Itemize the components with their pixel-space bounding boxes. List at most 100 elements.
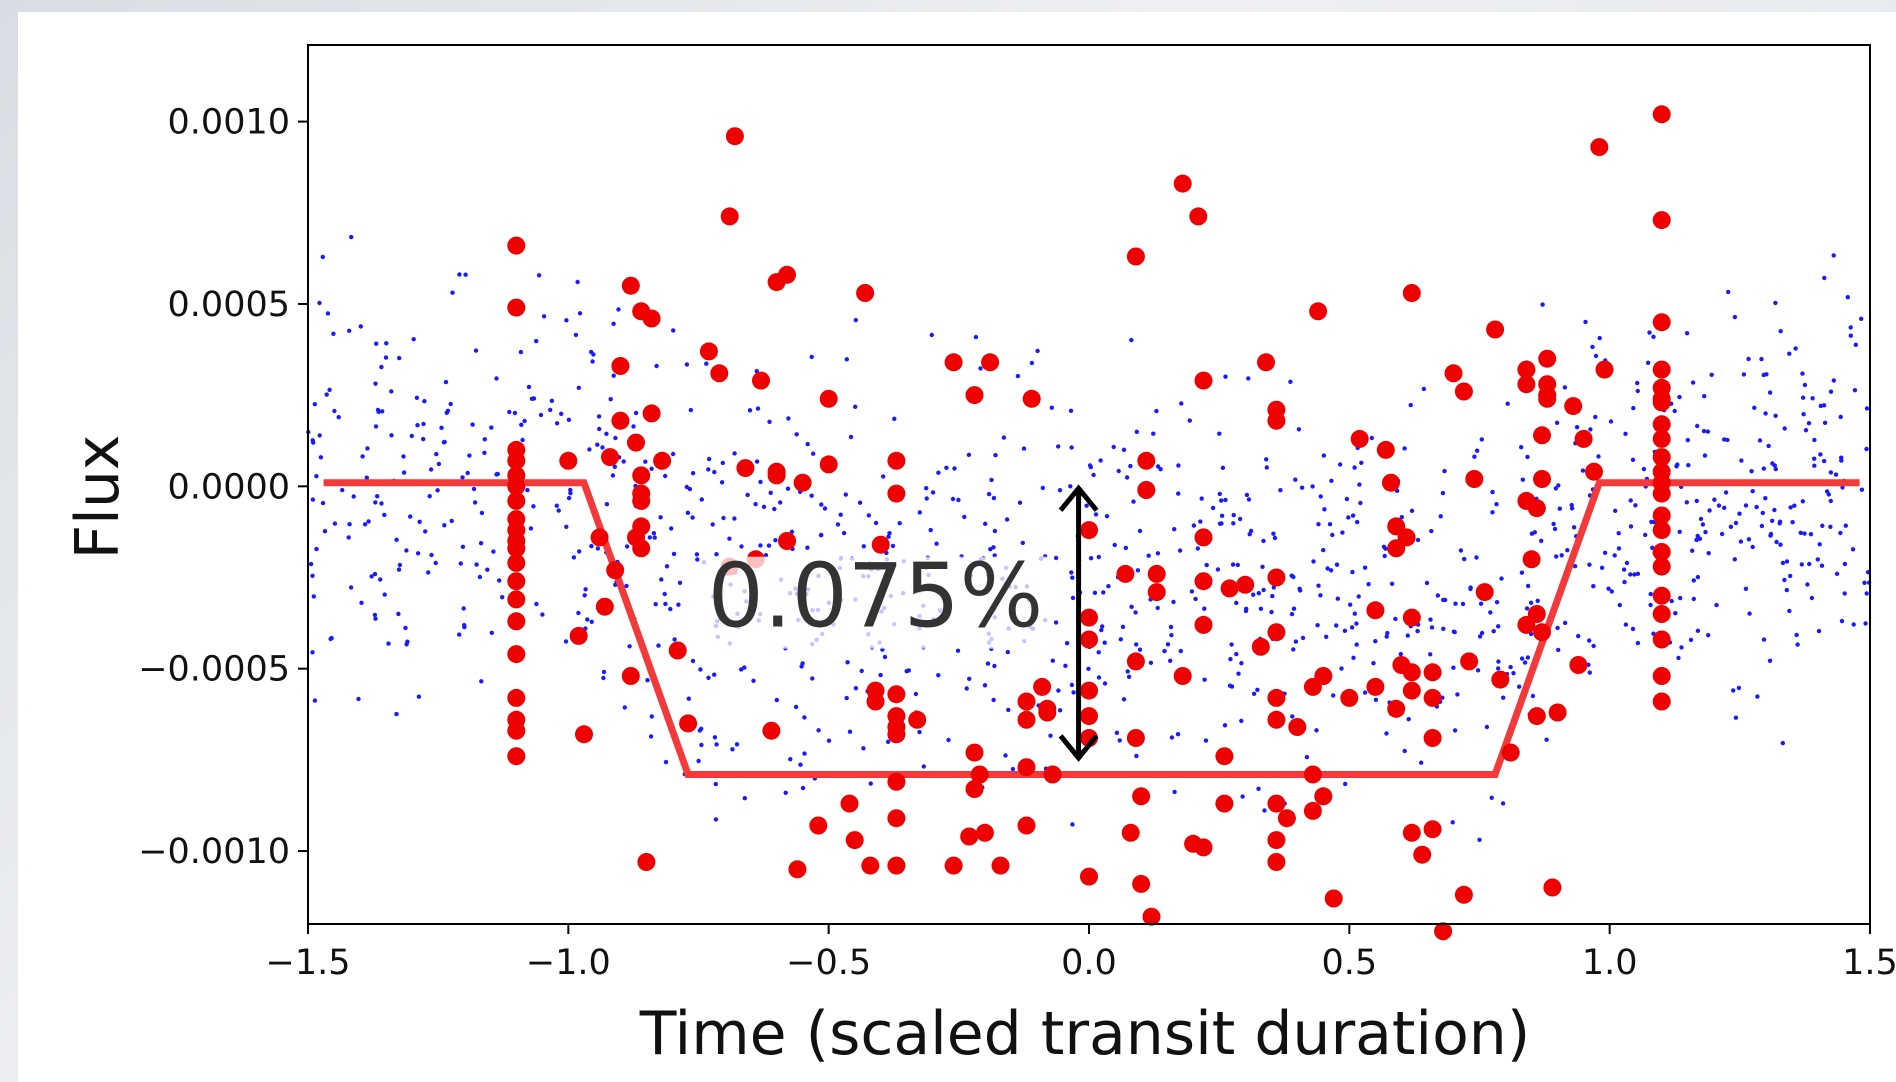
background-point bbox=[988, 547, 993, 552]
background-point bbox=[710, 522, 715, 527]
background-point bbox=[422, 399, 427, 404]
background-point bbox=[379, 501, 384, 506]
background-point bbox=[1101, 590, 1106, 595]
background-point bbox=[1133, 610, 1138, 615]
background-point bbox=[531, 504, 536, 509]
background-point bbox=[853, 317, 858, 323]
background-point bbox=[1050, 658, 1056, 663]
background-point bbox=[600, 445, 605, 450]
background-point bbox=[1746, 356, 1751, 362]
binned-point bbox=[965, 743, 984, 762]
background-point bbox=[929, 332, 934, 338]
background-point bbox=[753, 502, 758, 507]
background-point bbox=[730, 747, 735, 752]
binned-point bbox=[1147, 564, 1166, 583]
background-point bbox=[491, 549, 496, 554]
background-point bbox=[786, 416, 791, 421]
background-point bbox=[1169, 735, 1175, 740]
background-point bbox=[1203, 738, 1209, 743]
background-point bbox=[1240, 794, 1245, 799]
background-point bbox=[531, 396, 537, 401]
background-point bbox=[1071, 690, 1076, 695]
background-point bbox=[1621, 567, 1627, 572]
background-point bbox=[1702, 453, 1708, 458]
background-point bbox=[1373, 639, 1378, 644]
background-point bbox=[575, 279, 580, 285]
background-point bbox=[1049, 405, 1055, 410]
background-point bbox=[435, 488, 440, 493]
binned-point bbox=[793, 473, 812, 492]
background-point bbox=[1843, 523, 1849, 528]
background-point bbox=[461, 606, 466, 611]
background-point bbox=[662, 591, 667, 597]
background-point bbox=[978, 366, 983, 371]
background-point bbox=[1229, 642, 1234, 647]
background-point bbox=[1556, 647, 1561, 653]
background-point bbox=[1070, 575, 1075, 580]
background-point bbox=[773, 538, 778, 543]
background-point bbox=[322, 529, 328, 534]
background-point bbox=[732, 516, 737, 521]
binned-point bbox=[627, 433, 645, 452]
x-tick-label: 1.0 bbox=[1582, 943, 1638, 983]
background-point bbox=[1848, 333, 1854, 338]
background-point bbox=[329, 635, 334, 641]
background-point bbox=[1574, 425, 1580, 430]
background-point bbox=[327, 387, 332, 392]
background-point bbox=[1134, 753, 1139, 759]
background-point bbox=[712, 735, 718, 740]
background-point bbox=[595, 442, 600, 447]
background-point bbox=[318, 455, 324, 460]
background-point bbox=[1490, 510, 1495, 515]
background-point bbox=[1035, 348, 1040, 354]
background-point bbox=[507, 409, 512, 415]
binned-point bbox=[1080, 867, 1098, 886]
background-point bbox=[1440, 490, 1446, 496]
background-point bbox=[534, 601, 539, 607]
background-point bbox=[1112, 542, 1117, 548]
background-point bbox=[1359, 460, 1364, 465]
background-point bbox=[1773, 413, 1778, 418]
binned-point bbox=[1652, 105, 1671, 124]
background-point bbox=[497, 578, 502, 583]
binned-point bbox=[1194, 371, 1213, 390]
background-point bbox=[373, 500, 378, 505]
background-point bbox=[950, 496, 956, 502]
background-point bbox=[1040, 485, 1045, 491]
background-point bbox=[1087, 463, 1093, 468]
background-point bbox=[800, 785, 806, 791]
background-point bbox=[1788, 505, 1793, 510]
background-point bbox=[404, 548, 409, 553]
background-point bbox=[1628, 498, 1633, 503]
background-point bbox=[624, 544, 630, 549]
binned-point bbox=[1126, 652, 1145, 671]
background-point bbox=[1291, 606, 1297, 611]
background-point bbox=[671, 328, 676, 333]
background-point bbox=[1852, 388, 1858, 393]
background-point bbox=[1358, 500, 1363, 506]
background-point bbox=[1812, 437, 1817, 443]
background-point bbox=[643, 459, 648, 464]
x-tick-label: −0.5 bbox=[786, 943, 871, 983]
background-point bbox=[699, 742, 704, 748]
background-point bbox=[494, 376, 499, 381]
background-point bbox=[1168, 624, 1174, 630]
background-point bbox=[1337, 462, 1343, 467]
background-point bbox=[1580, 468, 1586, 473]
background-point bbox=[585, 617, 590, 622]
background-point bbox=[1362, 565, 1368, 570]
background-point bbox=[1556, 483, 1561, 488]
background-point bbox=[610, 473, 616, 478]
binned-point bbox=[840, 794, 859, 813]
background-point bbox=[473, 348, 479, 353]
background-point bbox=[528, 526, 534, 531]
binned-point bbox=[679, 714, 698, 733]
background-point bbox=[844, 695, 849, 701]
background-point bbox=[596, 414, 602, 419]
x-tick-label: 1.5 bbox=[1842, 943, 1896, 983]
background-point bbox=[414, 395, 420, 400]
background-point bbox=[359, 600, 364, 605]
binned-point bbox=[1444, 364, 1463, 383]
background-point bbox=[1677, 529, 1682, 534]
background-point bbox=[362, 522, 368, 527]
